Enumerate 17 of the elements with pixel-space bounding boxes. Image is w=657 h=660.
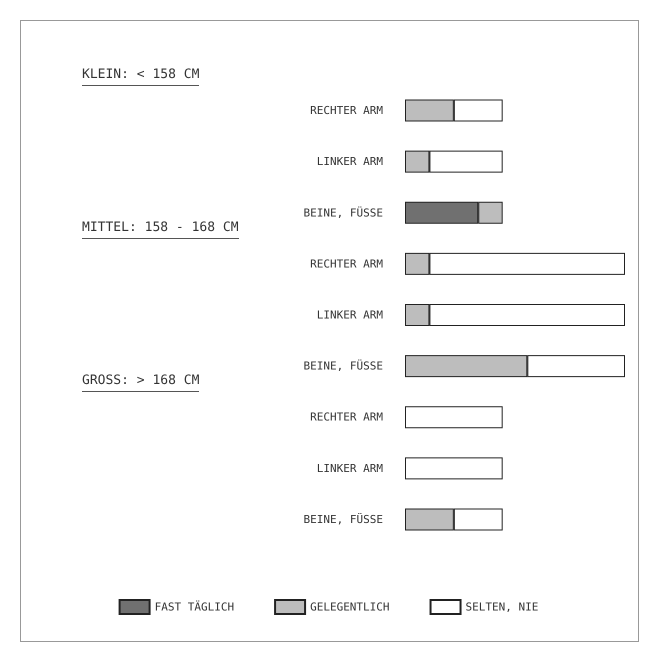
- legend-label: FAST TÄGLICH: [154, 600, 234, 614]
- y-tick-label: RECHTER ARM: [310, 410, 384, 424]
- y-tick-label: RECHTER ARM: [310, 257, 384, 270]
- text: GROSS: > 168 CM: [82, 373, 200, 392]
- y-tick-label: LINKER ARM: [316, 308, 384, 322]
- legend-label: GELEGENTLICH: [310, 600, 390, 614]
- bar: [405, 406, 503, 428]
- y-tick-label: BEINE, FÜSSE: [304, 205, 383, 220]
- y-tick-label: BEINE, FÜSSE: [304, 512, 383, 526]
- y-tick-label: LINKER ARM: [316, 462, 384, 475]
- text: KLEIN: < 158 CM: [82, 66, 200, 86]
- y-tick-label: BEINE, FÜSSE: [304, 358, 383, 373]
- bar: [405, 457, 503, 480]
- text: MITTEL: 158 - 168 CM: [82, 220, 239, 239]
- legend-label: SELTEN, NIE: [466, 600, 538, 614]
- y-tick-label: LINKER ARM: [316, 155, 384, 168]
- y-tick-label: RECHTER ARM: [310, 104, 384, 118]
